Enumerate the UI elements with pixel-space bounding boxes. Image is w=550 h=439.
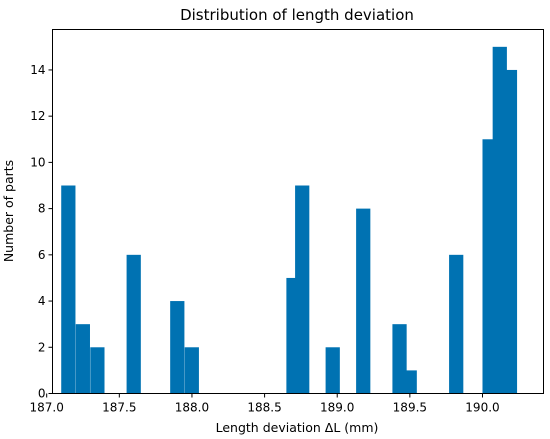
x-tick-label: 190.0 (465, 401, 499, 415)
y-tick-label: 6 (38, 248, 46, 262)
y-axis-ticks: 0 2 4 6 8 10 12 14 (30, 63, 53, 401)
histogram-bar (502, 69, 518, 394)
histogram-bar (356, 208, 371, 394)
histogram-bar (184, 347, 199, 394)
bars-group (61, 46, 518, 394)
y-tick-label: 12 (30, 109, 45, 123)
histogram-bar (170, 301, 185, 394)
y-tick-label: 10 (30, 155, 45, 169)
histogram-bar (75, 324, 90, 394)
histogram-bar (449, 254, 464, 394)
histogram-bar (402, 370, 417, 394)
x-axis-label: Length deviation ΔL (mm) (216, 420, 379, 435)
x-axis-ticks: 187.0 187.5 188.0 188.5 189.0 189.5 190.0 (30, 393, 500, 415)
x-tick-label: 188.5 (247, 401, 281, 415)
histogram-bar (295, 185, 310, 394)
histogram-bar (126, 254, 141, 394)
y-tick-label: 4 (38, 294, 46, 308)
y-tick-label: 8 (38, 202, 46, 216)
x-tick-label: 187.0 (30, 401, 64, 415)
x-tick-label: 187.5 (102, 401, 136, 415)
x-tick-label: 188.0 (175, 401, 209, 415)
chart-title: Distribution of length deviation (180, 6, 414, 24)
histogram-bar (325, 347, 340, 394)
y-tick-label: 2 (38, 340, 46, 354)
y-axis-label: Number of parts (1, 160, 16, 262)
histogram-bar (90, 347, 105, 394)
histogram-bar (61, 185, 76, 394)
y-tick-label: 0 (38, 387, 46, 401)
plot-frame (52, 29, 544, 394)
y-tick-label: 14 (30, 63, 45, 77)
x-tick-label: 189.0 (320, 401, 354, 415)
x-tick-label: 189.5 (393, 401, 427, 415)
